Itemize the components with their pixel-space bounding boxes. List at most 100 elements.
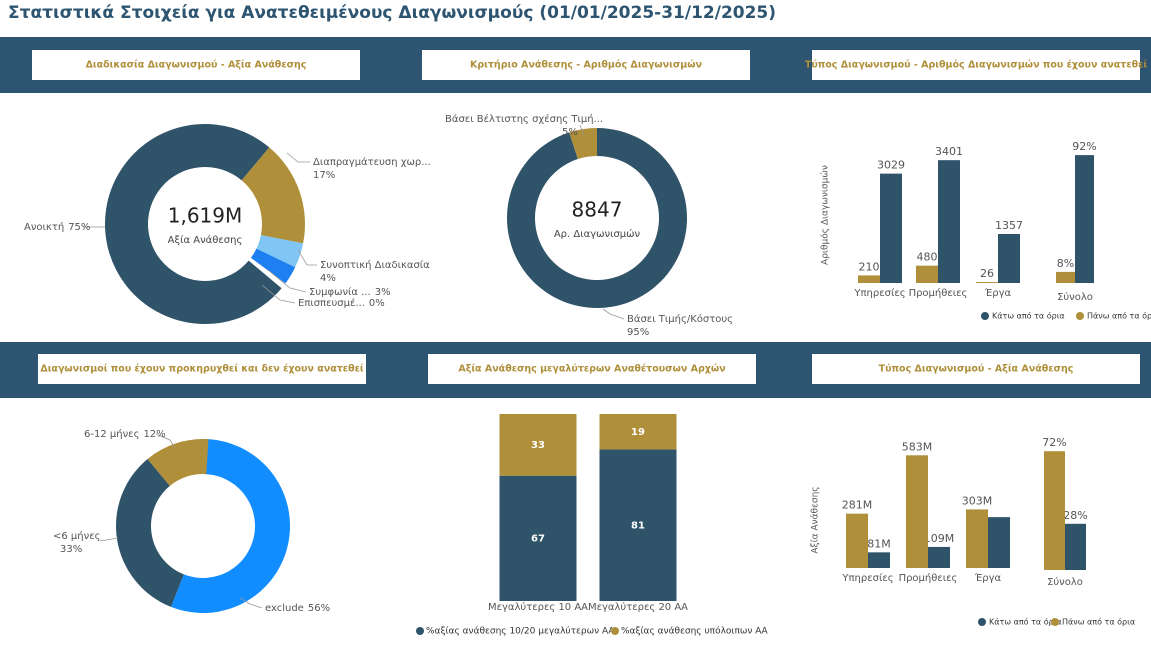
x-tick-label: Προμήθειες bbox=[899, 572, 958, 584]
donut-slice bbox=[116, 458, 184, 607]
slice-category: <6 μήνες bbox=[53, 530, 100, 542]
leader-line bbox=[267, 269, 307, 293]
panel-title: Αξία Ανάθεσης μεγαλύτερων Αναθέτουσων Αρ… bbox=[458, 364, 726, 375]
legend-marker bbox=[1051, 618, 1059, 626]
slice-label: Βάσει Βέλτιστης σχέσης Τιμή... 5% bbox=[445, 113, 603, 138]
slice-label: Διαπραγμάτευση χωρ... 17% bbox=[313, 156, 431, 181]
slice-value: 4% bbox=[320, 273, 336, 284]
legend-label: Κάτω από τα όρια bbox=[989, 617, 1062, 627]
bar bbox=[1075, 155, 1094, 283]
x-tick-label: Μεγαλύτερες 20 ΑΑ bbox=[588, 601, 688, 613]
x-tick-label: Σύνολο bbox=[1047, 576, 1083, 588]
legend-label: Κάτω από τα όρια bbox=[992, 311, 1065, 321]
panel-header bbox=[812, 354, 1140, 384]
leader-line bbox=[297, 249, 317, 266]
bar bbox=[966, 509, 988, 568]
slice-value: 75% bbox=[68, 222, 90, 233]
leader-line bbox=[602, 308, 625, 320]
legend-marker bbox=[981, 312, 989, 320]
slice-category: Βάσει Τιμής/Κόστους bbox=[627, 313, 733, 325]
panel-title: Διαδικασία Διαγωνισμού - Αξία Ανάθεσης bbox=[86, 60, 307, 71]
bar bbox=[858, 275, 880, 283]
legend-label: %αξίας ανάθεσης υπόλοιπων ΑΑ bbox=[621, 626, 768, 637]
value-label: 3401 bbox=[935, 145, 963, 158]
bar bbox=[880, 173, 902, 283]
value-label: 1357 bbox=[995, 219, 1023, 232]
donut-slice bbox=[147, 438, 209, 486]
bar bbox=[868, 552, 890, 568]
legend-marker bbox=[611, 627, 619, 635]
value-label: 26 bbox=[980, 267, 994, 280]
legend-marker bbox=[978, 618, 986, 626]
slice-category: 6-12 μήνες bbox=[84, 428, 139, 440]
x-tick-label: Υπηρεσίες bbox=[841, 572, 893, 584]
slice-category: Βάσει Βέλτιστης σχέσης Τιμή... bbox=[445, 113, 603, 125]
bar bbox=[916, 265, 938, 283]
slice-value: 0% bbox=[369, 298, 385, 309]
value-label: 28% bbox=[1063, 509, 1087, 522]
legend-marker bbox=[1076, 312, 1084, 320]
slice-label: Συμφωνία ... 3% bbox=[309, 286, 391, 298]
panel-header bbox=[32, 50, 360, 80]
value-label: 109M bbox=[924, 532, 955, 545]
slice-category: Επισπευσμέ... bbox=[298, 297, 365, 309]
value-label: 81M bbox=[867, 537, 891, 550]
leader-line bbox=[261, 284, 296, 304]
value-label: 480 bbox=[917, 251, 938, 264]
legend-label: Πάνω από τα όρια bbox=[1087, 311, 1151, 321]
donut-slice bbox=[170, 439, 290, 614]
slice-value: 12% bbox=[143, 429, 165, 440]
legend-label: Πάνω από τα όρια bbox=[1062, 617, 1135, 627]
value-label: 67 bbox=[531, 533, 545, 544]
slice-label: Βάσει Τιμής/Κόστους 95% bbox=[627, 313, 733, 338]
bar bbox=[938, 160, 960, 283]
panel-header bbox=[428, 354, 756, 384]
slice-label: <6 μήνες 33% bbox=[53, 530, 100, 555]
slice-value: 33% bbox=[60, 544, 82, 555]
value-label: 33 bbox=[531, 440, 545, 451]
panel-header bbox=[812, 50, 1140, 80]
y-axis-label: Αριθμός Διαγωνισμών bbox=[820, 165, 831, 265]
slice-value: 56% bbox=[308, 603, 330, 614]
x-tick-label: Έργα bbox=[974, 572, 1002, 584]
leader-line bbox=[286, 152, 310, 163]
center-label: Αξία Ανάθεσης bbox=[168, 234, 243, 246]
x-tick-label: Υπηρεσίες bbox=[853, 287, 905, 299]
panel-title: Τύπος Διαγωνισμού - Αξία Ανάθεσης bbox=[879, 364, 1074, 375]
bar bbox=[1056, 271, 1075, 283]
bar-segment bbox=[499, 475, 577, 601]
bar bbox=[928, 546, 950, 568]
bar-segment bbox=[599, 414, 677, 450]
slice-value: 5% bbox=[562, 127, 578, 138]
leader-line bbox=[155, 433, 176, 449]
slice-value: 17% bbox=[313, 170, 335, 181]
x-tick-label: Σύνολο bbox=[1057, 291, 1093, 303]
bar bbox=[1065, 523, 1086, 570]
slice-category: Συμφωνία ... bbox=[309, 286, 371, 298]
panel-header bbox=[38, 354, 366, 384]
donut-slice bbox=[507, 128, 687, 308]
bar bbox=[998, 233, 1020, 283]
value-label: 8% bbox=[1057, 257, 1074, 270]
leader-line bbox=[99, 537, 119, 542]
page-title: Στατιστικά Στοιχεία για Ανατεθειμένους Δ… bbox=[8, 3, 776, 23]
panel-title: Διαγωνισμοί που έχουν προκηρυχθεί και δε… bbox=[40, 364, 364, 375]
x-tick-label: Προμήθειες bbox=[909, 287, 968, 299]
leader-line bbox=[239, 597, 263, 609]
value-label: 583M bbox=[902, 440, 933, 453]
slice-label: Επισπευσμέ... 0% bbox=[298, 297, 385, 309]
bar bbox=[988, 517, 1010, 568]
value-label: 19 bbox=[631, 427, 645, 438]
value-label: 3029 bbox=[877, 159, 905, 172]
panel-title: Κριτήριο Ανάθεσης - Αριθμός Διαγωνισμών bbox=[470, 60, 703, 71]
center-value: 1,619M bbox=[168, 204, 243, 228]
value-label: 281M bbox=[842, 499, 873, 512]
slice-category: Ανοικτή bbox=[24, 221, 64, 233]
bar bbox=[1044, 451, 1065, 570]
value-label: 210 bbox=[859, 260, 880, 273]
value-label: 303M bbox=[962, 494, 993, 507]
legend-marker bbox=[416, 627, 424, 635]
y-axis-label: Αξία Ανάθεσης bbox=[811, 486, 821, 553]
bar-segment bbox=[599, 449, 677, 601]
